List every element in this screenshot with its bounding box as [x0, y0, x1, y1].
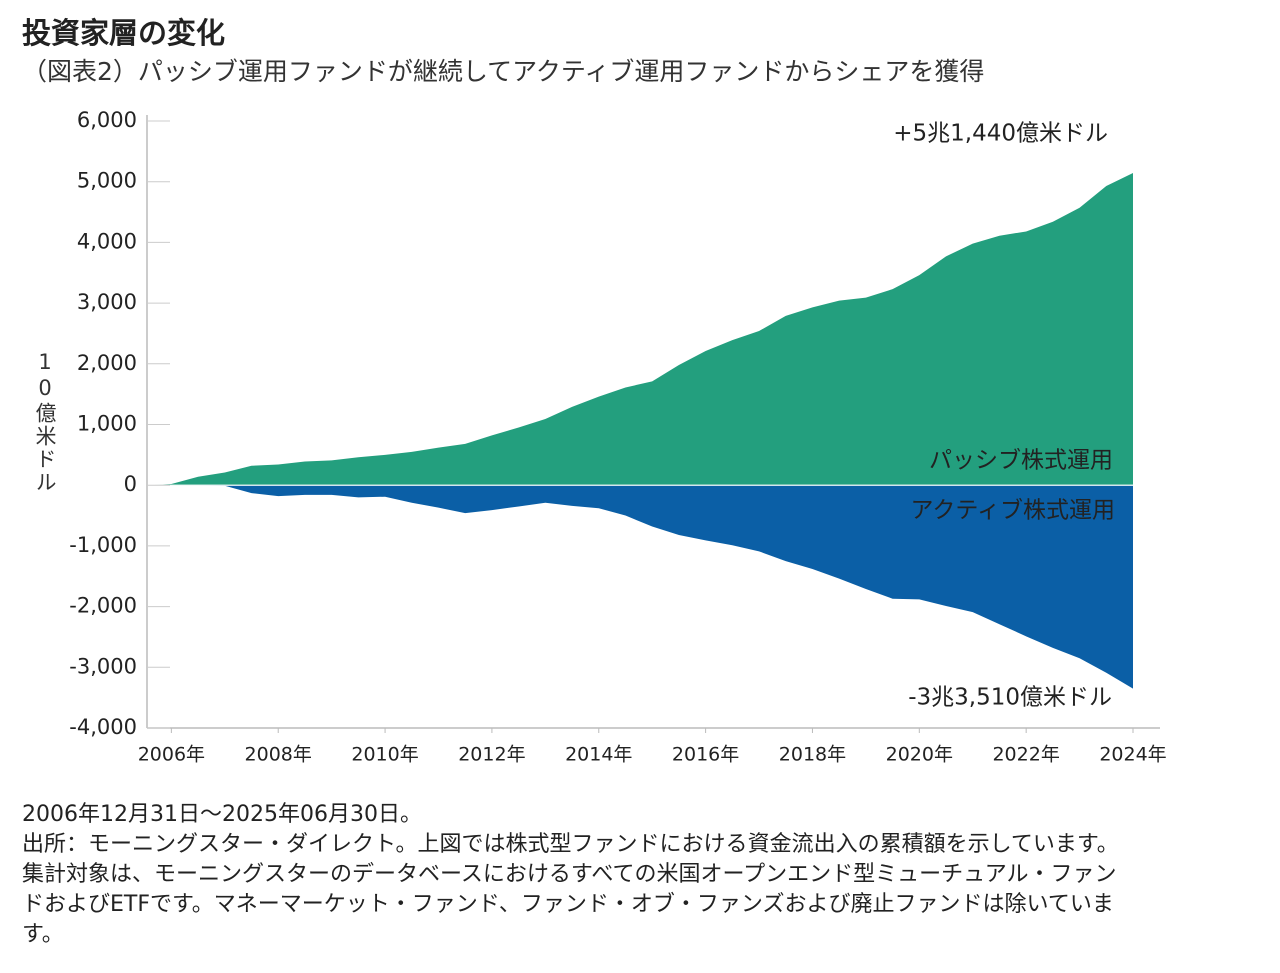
annotation: +5兆1,440億米ドル: [893, 121, 1108, 147]
notes: 2006年12月31日～2025年06月30日。 出所：モーニングスター・ダイレ…: [22, 800, 1132, 950]
y-tick-label: -3,000: [69, 654, 137, 678]
y-tick-label: -4,000: [69, 715, 137, 739]
y-tick-label: 5,000: [77, 169, 137, 193]
x-tick-label: 2012年: [458, 744, 525, 766]
legend-label: パッシブ株式運用: [929, 448, 1113, 474]
y-tick-label: -1,000: [69, 533, 137, 557]
y-tick-label: 3,000: [77, 290, 137, 314]
area: [150, 485, 1133, 689]
x-tick-label: 2010年: [351, 744, 418, 766]
x-tick-label: 2008年: [245, 744, 312, 766]
y-tick-label: 0: [124, 472, 137, 496]
y-tick-label: -2,000: [69, 594, 137, 618]
y-tick-label: 4,000: [77, 229, 137, 253]
y-tick-label: 2,000: [77, 351, 137, 375]
y-tick-label: 1,000: [77, 412, 137, 436]
y-tick-label: 6,000: [77, 108, 137, 132]
x-tick-label: 2014年: [565, 744, 632, 766]
note: 2006年12月31日～2025年06月30日。: [22, 802, 422, 827]
x-tick-label: 2024年: [1099, 744, 1166, 766]
y-axis-label: 10億米ドル: [33, 350, 57, 494]
x-tick-label: 2020年: [886, 744, 953, 766]
annotation: -3兆3,510億米ドル: [908, 685, 1112, 711]
note: 出所：モーニングスター・ダイレクト。上図では株式型ファンドにおける資金流出入の累…: [22, 832, 1119, 947]
x-tick-label: 2006年: [138, 744, 205, 766]
legend-label: アクティブ株式運用: [911, 498, 1115, 524]
x-tick-label: 2022年: [992, 744, 1059, 766]
area: [150, 172, 1133, 486]
chart-title: 投資家層の変化: [22, 16, 226, 50]
chart-subtitle: （図表2）パッシブ運用ファンドが継続してアクティブ運用ファンドからシェアを獲得: [22, 57, 985, 86]
x-tick-label: 2016年: [672, 744, 739, 766]
x-tick-label: 2018年: [779, 744, 846, 766]
